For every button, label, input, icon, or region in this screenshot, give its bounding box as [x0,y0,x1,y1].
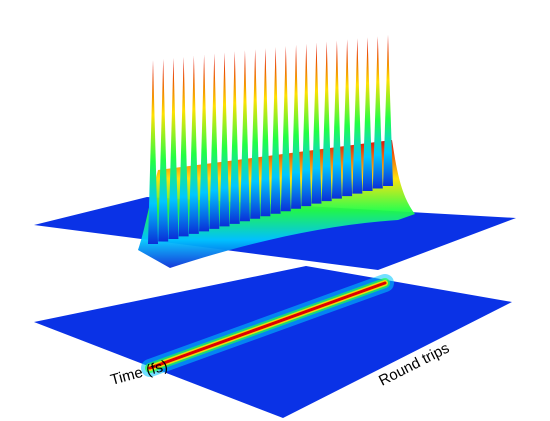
pulse-spike [331,40,342,199]
floor-plane [34,266,512,418]
pulse-spike [362,37,373,192]
pulse-spike [148,60,158,244]
pulse-spike [158,58,169,242]
pulse-spike [188,55,199,234]
pulse-spike [260,48,271,217]
pulse-spike [250,49,261,219]
pulse-spike [383,35,393,186]
pulse-spikes [138,35,415,268]
pulse-spike [301,43,312,207]
pulse-spike [342,39,353,197]
pulse-spike [291,44,302,209]
pulse-spike [352,38,363,194]
pulse-spike [270,46,281,214]
floor-ridge [141,274,394,377]
pulse-spike [209,53,220,229]
pulse-spike [321,41,332,202]
floor-ridge-band [148,281,387,370]
pulse-spike [239,50,250,222]
floor-heatmap [34,266,512,418]
pulse-spike [229,51,240,224]
pulse-spike [372,36,383,189]
pulse-spike [311,42,322,204]
pulse-spike [219,52,230,227]
pulse-spike [178,56,189,237]
pulse-spike [168,57,179,239]
pulse-spike [199,54,210,232]
pulse-spike [280,45,291,212]
